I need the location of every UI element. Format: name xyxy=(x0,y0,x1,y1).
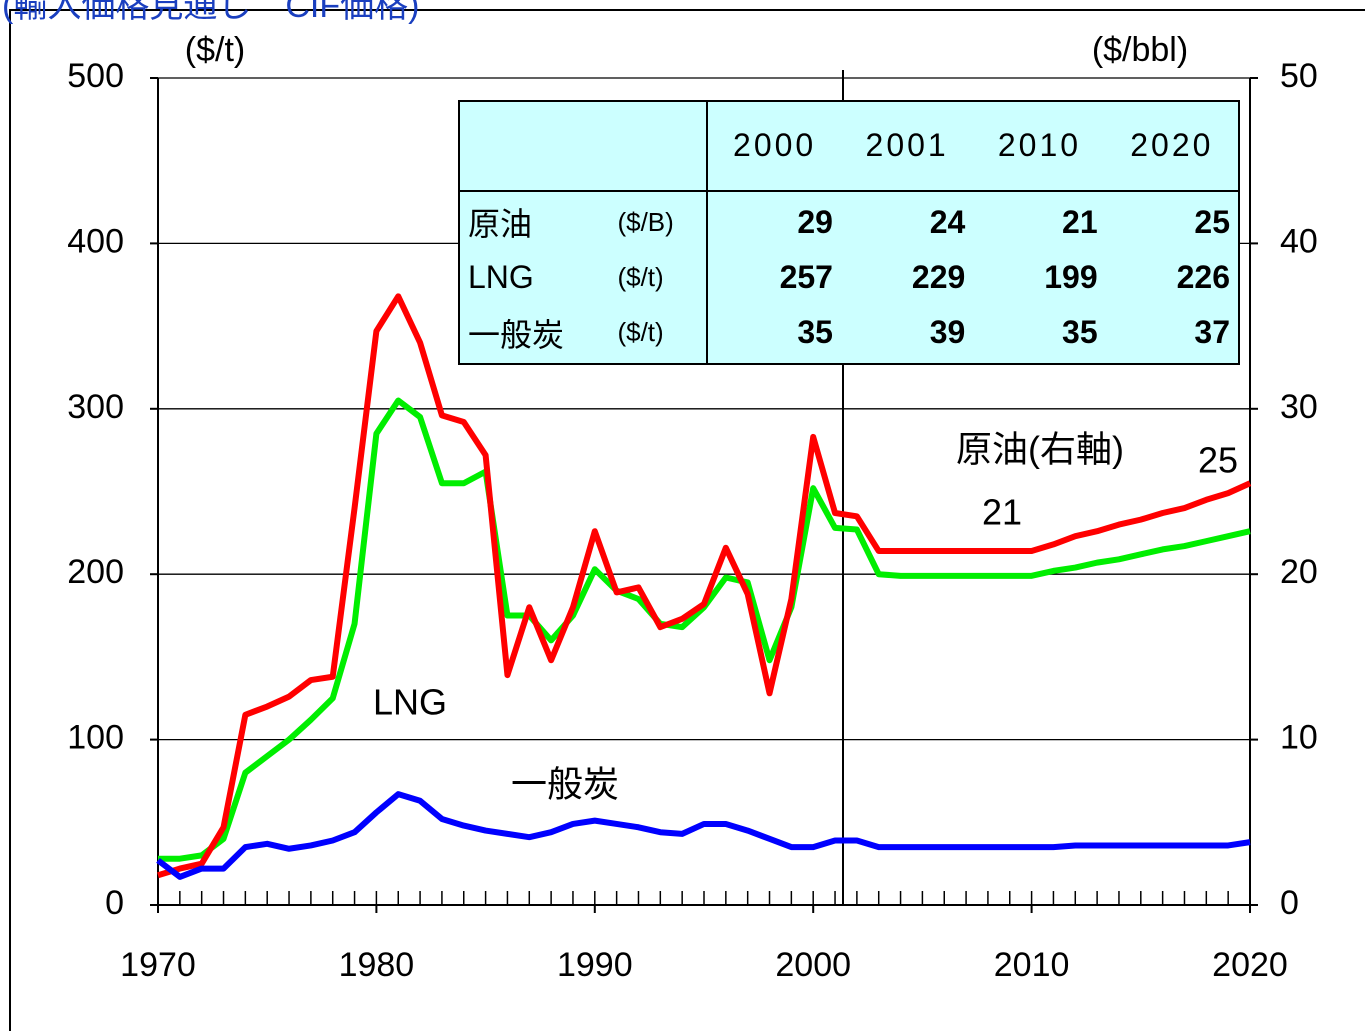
cell: ($/B) xyxy=(609,190,709,254)
cell: 257 xyxy=(779,259,833,296)
x-tick-label: 2010 xyxy=(994,946,1070,984)
y-tick-label: 200 xyxy=(67,553,124,591)
inset-table: 2000 2001 2010 2020 原油 ($/B) 29 24 21 25 LNG ($… xyxy=(458,100,1240,365)
cell: 35 xyxy=(1062,314,1098,351)
table-row: 一般炭 ($/t) 35 39 35 37 xyxy=(460,302,1238,363)
y2-tick-label: 0 xyxy=(1280,884,1299,922)
y-axis-label: ($/t) xyxy=(185,31,245,69)
y-tick-label: 0 xyxy=(105,884,124,922)
annotation: 25 xyxy=(1198,440,1238,481)
y2-tick-label: 40 xyxy=(1280,222,1318,260)
y2-tick-label: 10 xyxy=(1280,719,1318,757)
cell: 25 xyxy=(1194,203,1230,240)
x-tick-label: 1980 xyxy=(339,946,415,984)
header-row: 2000 2001 2010 2020 xyxy=(460,102,1238,192)
frame xyxy=(9,9,1365,1031)
annotation: 一般炭 xyxy=(511,764,619,805)
y-tick-label: 300 xyxy=(67,388,124,426)
cell: 一般炭 xyxy=(468,316,565,353)
cell: 226 xyxy=(1176,259,1230,296)
cell: 2010 xyxy=(973,102,1106,192)
x-tick-label: 1990 xyxy=(557,946,633,984)
cell: 21 xyxy=(1062,203,1098,240)
y-tick-label: 400 xyxy=(67,222,124,260)
cell xyxy=(460,102,709,192)
cell: 229 xyxy=(911,259,966,296)
table: 2000 2001 2010 2020 原油 ($/B) 29 24 21 25 LNG ($… xyxy=(460,102,1238,363)
chart-title: (輸入価格見通し CIF価格) xyxy=(2,0,419,25)
cell: 24 xyxy=(929,203,966,240)
cell: 35 xyxy=(797,314,833,351)
cell: 37 xyxy=(1194,314,1230,351)
table-row: LNG ($/t) 257 229 199 226 xyxy=(460,253,1238,303)
y2-tick-label: 20 xyxy=(1280,553,1318,591)
cell: 2020 xyxy=(1105,102,1238,192)
annotation: 原油(右軸) xyxy=(956,429,1124,470)
y2-tick-label: 50 xyxy=(1280,57,1318,95)
table-body: 原油 ($/B) 29 24 21 25 LNG ($/t) 257 229 199 226 一般炭 ($… xyxy=(460,190,1238,363)
x-tick-label: 2000 xyxy=(775,946,851,984)
x-tick-label: 2020 xyxy=(1212,946,1288,984)
annotation: 21 xyxy=(982,492,1022,533)
y2-axis-label: ($/bbl) xyxy=(1092,31,1188,69)
cell: 199 xyxy=(1044,259,1098,296)
cell: 2000 xyxy=(707,102,841,192)
x-tick-label: 1970 xyxy=(120,946,196,984)
cell: 39 xyxy=(929,314,966,351)
cell: 2001 xyxy=(840,102,974,192)
y-tick-label: 500 xyxy=(67,57,124,95)
y-tick-label: 100 xyxy=(67,719,124,757)
cell: 29 xyxy=(797,203,833,240)
line-series xyxy=(156,791,1251,880)
cell: ($/t) xyxy=(609,253,709,303)
cell: 原油 xyxy=(468,206,533,243)
annotation: LNG xyxy=(373,682,447,723)
cell: ($/t) xyxy=(609,302,709,363)
y2-tick-label: 30 xyxy=(1280,388,1318,426)
table-row: 原油 ($/B) 29 24 21 25 xyxy=(460,190,1238,254)
cell: LNG xyxy=(468,259,534,296)
line-series xyxy=(157,293,1252,879)
